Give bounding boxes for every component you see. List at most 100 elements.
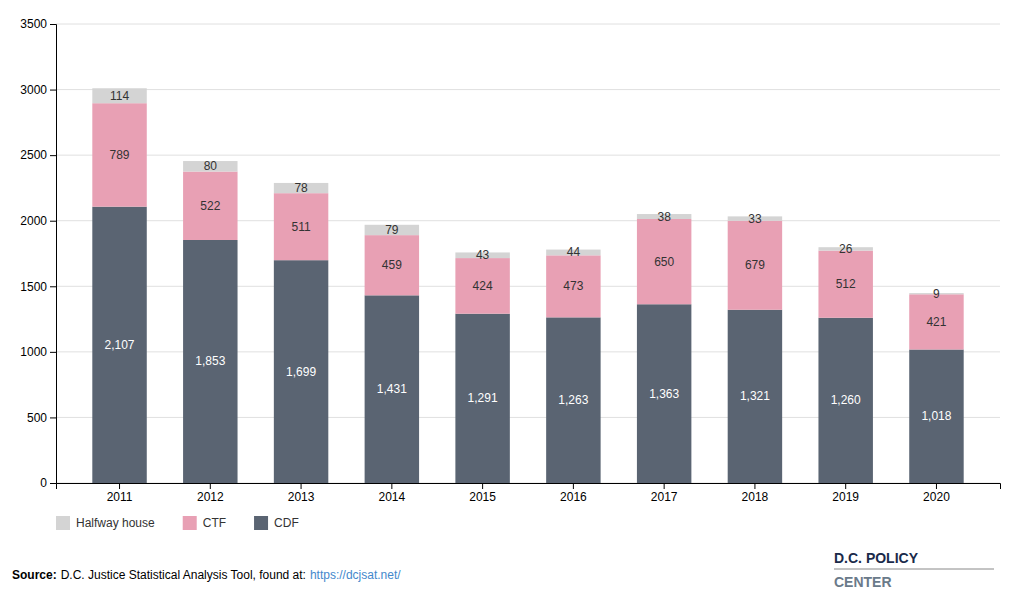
y-axis: 0 500 1000 1500 2000 2500 3000 3500 [20,17,56,490]
tick: 2019 [832,483,859,504]
tick-mark [50,483,56,484]
tick: 2017 [651,483,678,504]
plot: 0 500 1000 1500 2000 2500 3000 3500 2011 2012 2013… [20,17,1000,503]
source-text: D.C. Justice Statistical Analysis Tool, … [61,568,306,582]
bar [92,103,146,206]
data-label: 1,853 [195,354,225,368]
tick-label: 2019 [832,490,859,504]
source: Source:D.C. Justice Statistical Analysis… [12,568,401,582]
bar [455,258,509,314]
data-label: 1,699 [286,365,316,379]
tick: 2013 [288,483,315,504]
grid-line [56,24,1000,25]
grid-line [56,155,1000,156]
data-label: 1,321 [740,389,770,403]
bar [274,260,328,483]
tick-mark [50,155,56,156]
data-label: 473 [563,279,583,293]
tick-label: 1500 [20,280,47,294]
tick: 2018 [742,483,769,504]
data-label: 38 [657,210,671,224]
tick-label: 2014 [378,490,405,504]
data-label: 79 [385,223,399,237]
tick-label: 2018 [742,490,769,504]
tick-mark [936,483,937,489]
bar [274,193,328,260]
series-bars [92,207,963,483]
bar [92,207,146,483]
tick-mark [50,90,56,91]
tick: 2500 [20,148,56,162]
legend-label: Halfway house [76,516,155,530]
data-label: 512 [836,277,856,291]
tick-mark [50,221,56,222]
tick: 3000 [20,83,56,97]
data-label: 789 [110,148,130,162]
data-label: 1,018 [921,409,951,423]
bar [455,314,509,483]
data-label: 80 [204,159,218,173]
data-label: 9 [933,287,940,301]
bar [637,304,691,483]
bars [92,88,963,483]
series-bars [92,103,963,349]
legend-item: CDF [254,516,299,530]
tick-mark [119,483,120,489]
tick: 2014 [378,483,405,504]
tick-label: 1000 [20,345,47,359]
data-label: 424 [473,279,493,293]
tick-mark [50,417,56,418]
bar [637,219,691,304]
legend-item: CTF [183,516,226,530]
data-label: 44 [567,245,581,259]
tick-label: 2011 [107,490,133,504]
tick: 2015 [469,483,496,504]
tick-mark [50,352,56,353]
data-label: 26 [839,242,853,256]
bar [818,318,872,483]
data-label: 33 [748,212,762,226]
logo: D.C. POLICY CENTER [834,550,994,590]
bar [909,294,963,349]
tick: 0 [40,476,56,490]
logo-text: D.C. POLICY [834,550,919,566]
data-label: 459 [382,258,402,272]
tick-mark [210,483,211,489]
tick: 2012 [197,483,224,504]
tick: 2016 [560,483,587,504]
tick-mark [754,483,755,489]
bar [546,317,600,483]
data-label: 511 [292,220,311,234]
bar [92,88,146,103]
data-label: 421 [926,315,946,329]
data-label: 1,431 [377,382,407,396]
logo-text: CENTER [834,574,892,590]
legend-label: CDF [274,516,299,530]
tick: 1000 [20,345,56,359]
tick-label: 2015 [469,490,496,504]
data-label: 78 [294,181,308,195]
source-url: https://dcjsat.net/ [310,568,401,582]
tick-label: 500 [27,411,47,425]
bar [546,255,600,317]
tick: 2000 [20,214,56,228]
tick-mark [664,483,665,489]
bar [818,251,872,318]
data-labels: 2,1071,8531,6991,4311,2911,2631,3631,321… [105,89,952,424]
bar [909,349,963,483]
tick-label: 3500 [20,17,47,31]
tick-label: 2012 [197,490,224,504]
data-label: 2,107 [105,338,135,352]
data-label: 1,263 [558,393,588,407]
tick-label: 2000 [20,214,47,228]
bar [183,240,237,483]
tick-mark [482,483,483,489]
bar [728,310,782,483]
legend: Halfway house CTF CDF [56,516,299,530]
grid [56,24,1000,483]
bar [183,172,237,240]
data-label: 1,260 [831,393,861,407]
legend-swatch [183,516,197,530]
tick: 2011 [107,483,133,504]
legend-swatch [254,516,268,530]
